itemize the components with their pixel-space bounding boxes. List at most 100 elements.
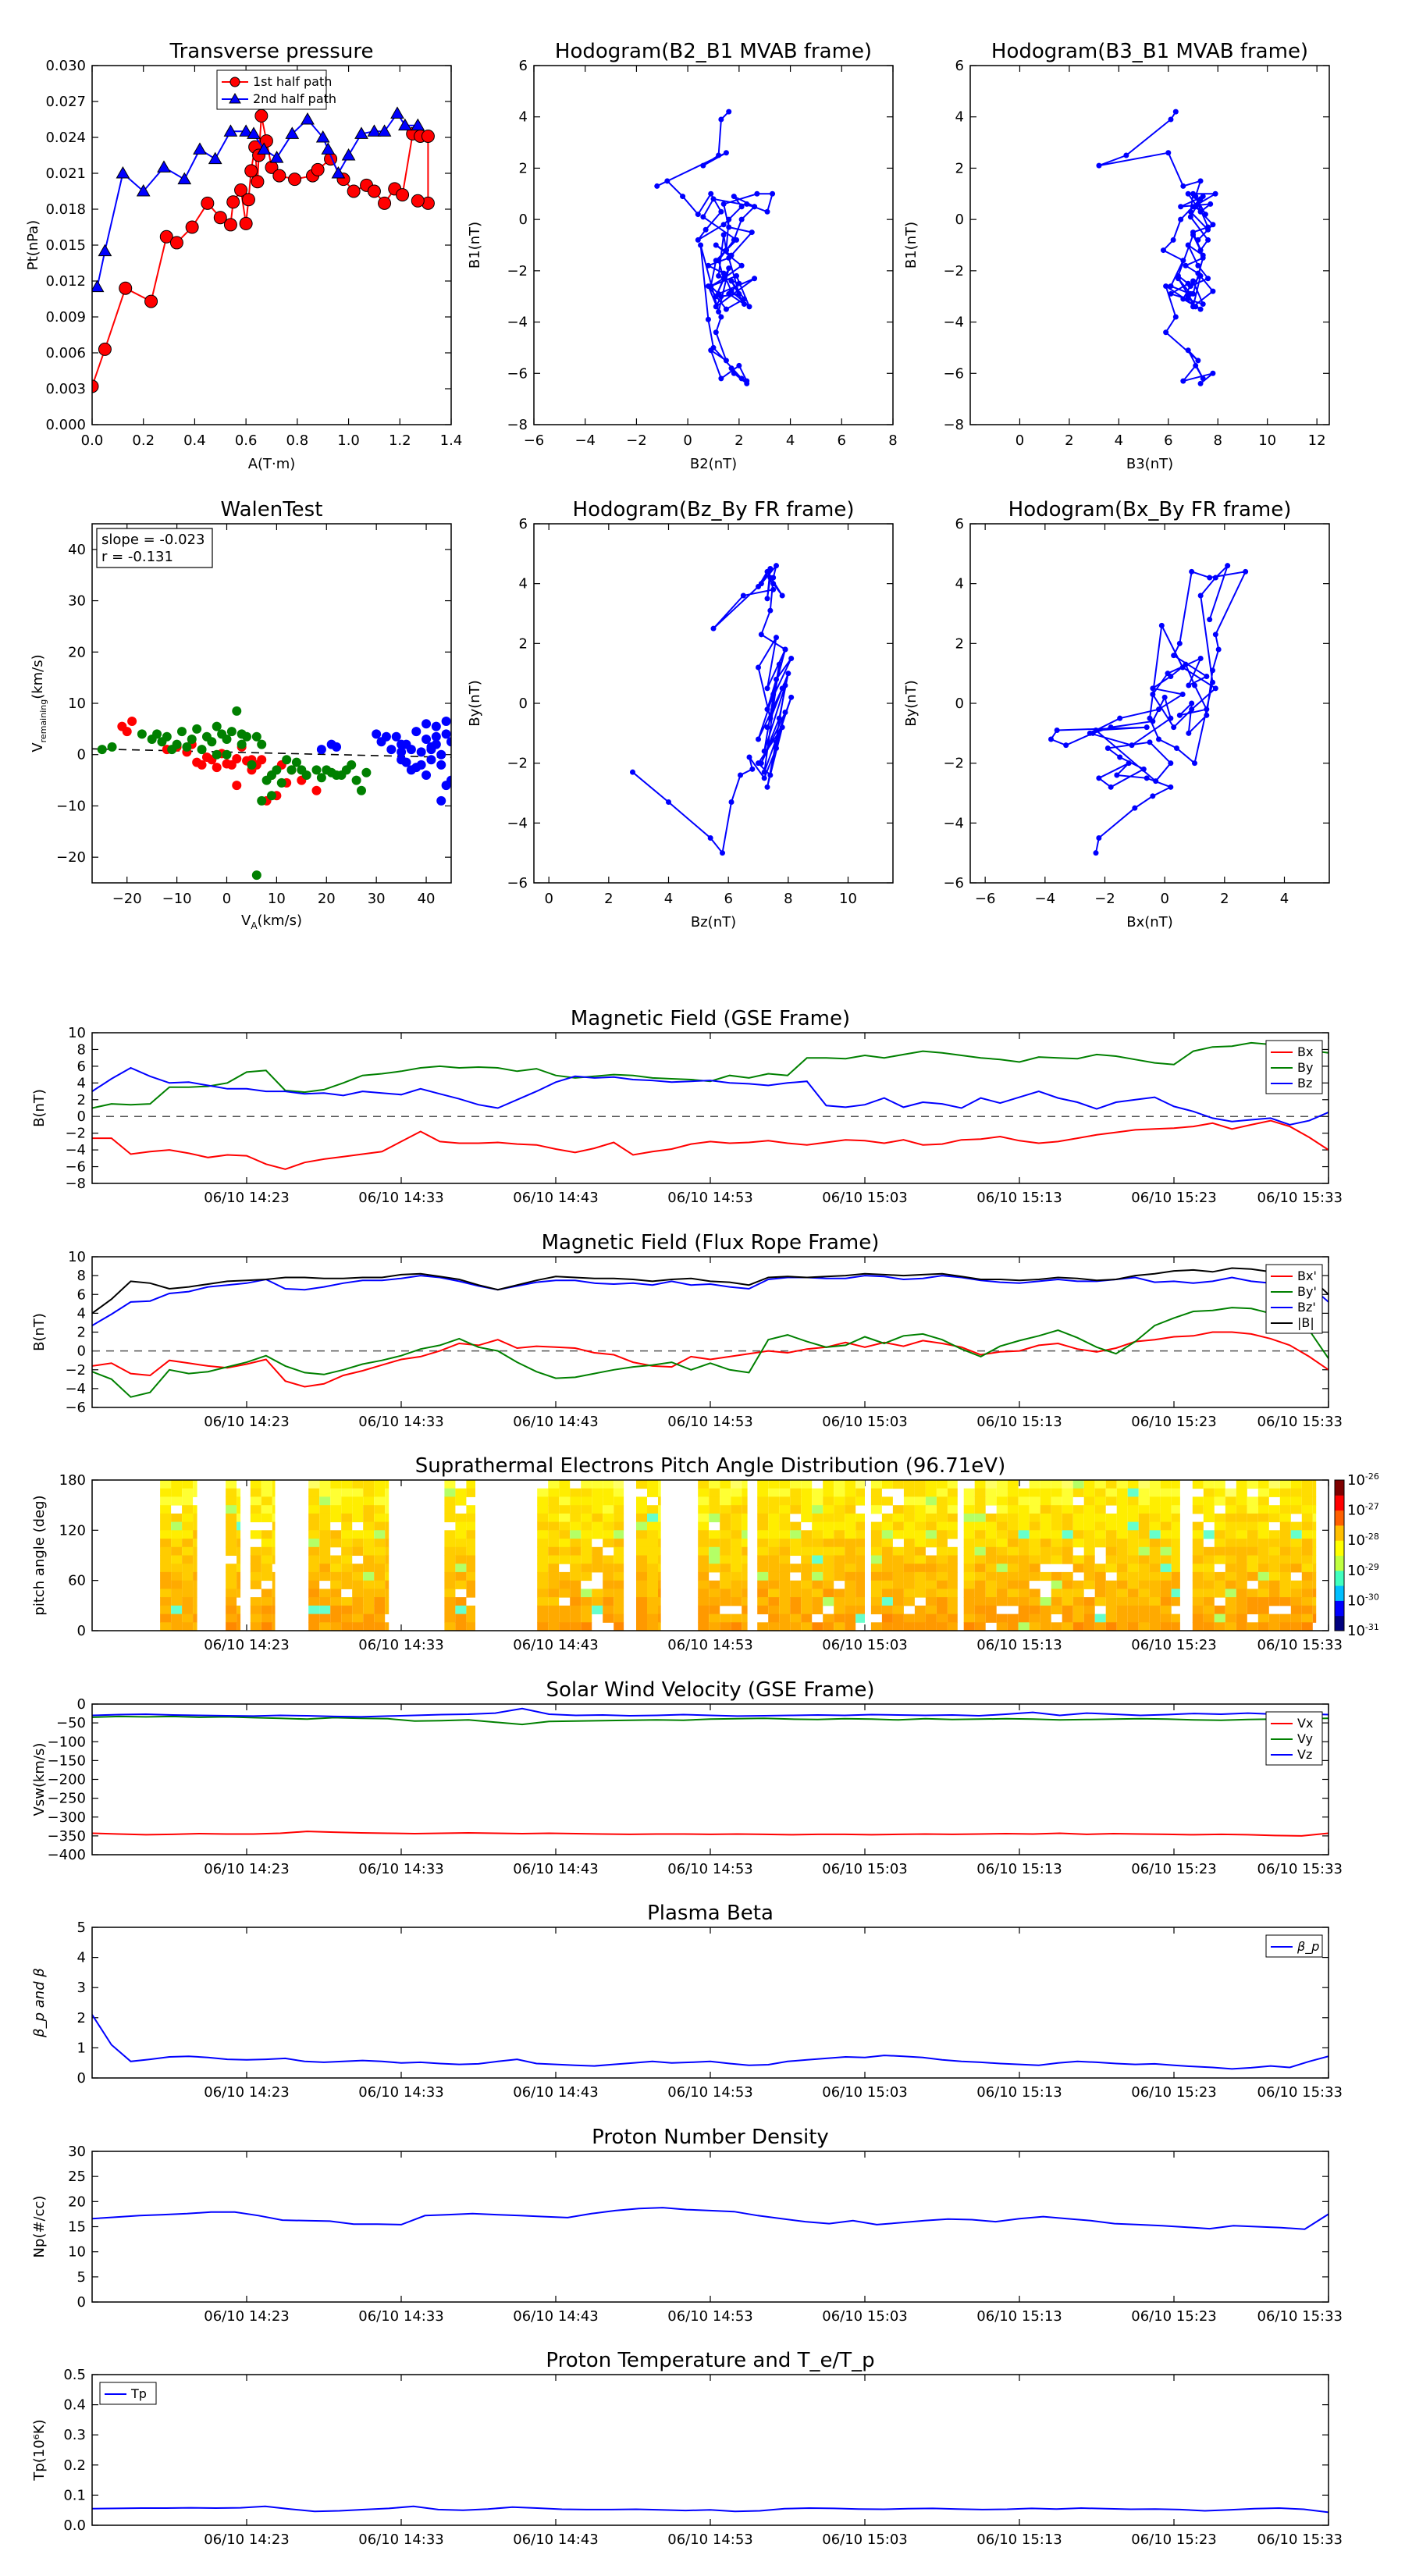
heatmap-cell (870, 1564, 882, 1573)
heatmap-cell (823, 1480, 834, 1489)
heatmap-cell (947, 1622, 958, 1631)
heatmap-cell (855, 1530, 865, 1539)
heatmap-cell (963, 1564, 975, 1573)
heatmap-cell (537, 1496, 549, 1506)
heatmap-cell (1138, 1589, 1150, 1598)
series-line-β_p (92, 2014, 1329, 2070)
x-tick-label: 06/10 15:03 (822, 2308, 907, 2325)
heatmap-cell (330, 1513, 342, 1523)
y-tick-label: 2 (955, 635, 964, 652)
legend-label: By (1297, 1060, 1313, 1075)
heatmap-cell (647, 1614, 658, 1623)
data-point (301, 770, 311, 780)
heatmap-cell (870, 1496, 882, 1506)
heatmap-cell (1301, 1589, 1313, 1598)
heatmap-cell (936, 1597, 948, 1606)
heatmap-cell (823, 1505, 834, 1514)
heatmap-cell (720, 1589, 731, 1598)
colorbar-tick-label: 10-28 (1347, 1532, 1379, 1549)
heatmap-cell (385, 1539, 389, 1548)
heatmap-cell (1171, 1521, 1180, 1531)
heatmap-cell (1192, 1571, 1204, 1582)
heatmap-cell (812, 1496, 823, 1506)
data-point (705, 316, 711, 322)
heatmap-cell (1149, 1580, 1161, 1589)
heatmap-cell (160, 1488, 172, 1497)
x-tick-label: 06/10 15:03 (822, 1190, 907, 1206)
heatmap-cell (1192, 1521, 1204, 1531)
plot-area (1048, 563, 1249, 856)
heatmap-cell (603, 1539, 614, 1548)
heatmap-cell (537, 1505, 549, 1514)
x-tick-label: 06/10 14:43 (513, 2308, 598, 2325)
heatmap-cell (881, 1614, 893, 1623)
heatmap-cell (1312, 1555, 1317, 1564)
heatmap-cell (779, 1555, 791, 1564)
heatmap-cell (319, 1571, 331, 1582)
heatmap-cell (182, 1505, 194, 1514)
x-tick-label: 4 (664, 891, 673, 907)
heatmap-cell (1225, 1530, 1236, 1539)
heatmap-cell (1094, 1521, 1106, 1531)
heatmap-cell (757, 1480, 769, 1489)
heatmap-cell (444, 1505, 456, 1514)
x-tick-label: −4 (574, 432, 596, 449)
data-point (785, 671, 791, 677)
heatmap-cell (925, 1488, 937, 1497)
heatmap-cell (996, 1546, 1008, 1557)
data-point (426, 755, 436, 765)
heatmap-cell (870, 1480, 882, 1489)
heatmap-cell (742, 1564, 748, 1573)
x-tick-label: 2 (1220, 891, 1229, 907)
data-point (1158, 622, 1165, 628)
colorbar-segment (1335, 1600, 1344, 1617)
heatmap-cell (1247, 1571, 1258, 1582)
x-tick-label: 06/10 14:53 (667, 2308, 752, 2325)
heatmap-cell (171, 1530, 183, 1539)
heatmap-cell (936, 1589, 948, 1598)
heatmap-cell (658, 1571, 661, 1582)
data-point (372, 729, 382, 739)
heatmap-cell (1094, 1580, 1106, 1589)
heatmap-cell (881, 1555, 893, 1564)
data-point (98, 244, 112, 257)
data-point (1048, 736, 1054, 742)
heatmap-cell (581, 1597, 592, 1606)
data-point (301, 112, 315, 125)
heatmap-cell (592, 1505, 603, 1514)
data-point (756, 664, 761, 671)
heatmap-cell (834, 1530, 845, 1539)
heatmap-cell (1007, 1488, 1019, 1497)
data-point (1129, 742, 1135, 749)
heatmap-cell (1072, 1564, 1084, 1573)
heatmap-cell (1083, 1614, 1095, 1623)
heatmap-cell (1268, 1530, 1280, 1539)
heatmap-cell (845, 1513, 856, 1523)
heatmap-cell (985, 1521, 997, 1531)
data-point (411, 194, 425, 208)
data-point (746, 754, 752, 760)
heatmap-cell (592, 1480, 603, 1489)
heatmap-cell (1160, 1555, 1172, 1564)
heatmap-cell (855, 1496, 865, 1506)
heatmap-cell (537, 1488, 549, 1497)
heatmap-cell (881, 1546, 893, 1557)
heatmap-cell (658, 1539, 661, 1548)
heatmap-cell (1072, 1622, 1084, 1631)
x-tick-label: 06/10 14:43 (513, 1861, 598, 1877)
y-tick-label: 2 (77, 1325, 86, 1341)
heatmap-cell (1018, 1539, 1030, 1548)
data-point (1087, 730, 1093, 736)
data-point (232, 706, 242, 716)
data-point (1180, 183, 1186, 189)
colorbar-tick-label: 10-29 (1347, 1562, 1379, 1579)
series-line-Bz' (92, 1275, 1329, 1326)
heatmap-cell (261, 1488, 272, 1497)
heatmap-cell (768, 1597, 780, 1606)
colorbar-tick-exponent: -26 (1365, 1471, 1379, 1482)
data-point (92, 279, 105, 293)
heatmap-cell (385, 1496, 389, 1506)
heatmap-cell (903, 1539, 915, 1548)
heatmap-cell (548, 1496, 560, 1506)
heatmap-cell (308, 1505, 320, 1514)
